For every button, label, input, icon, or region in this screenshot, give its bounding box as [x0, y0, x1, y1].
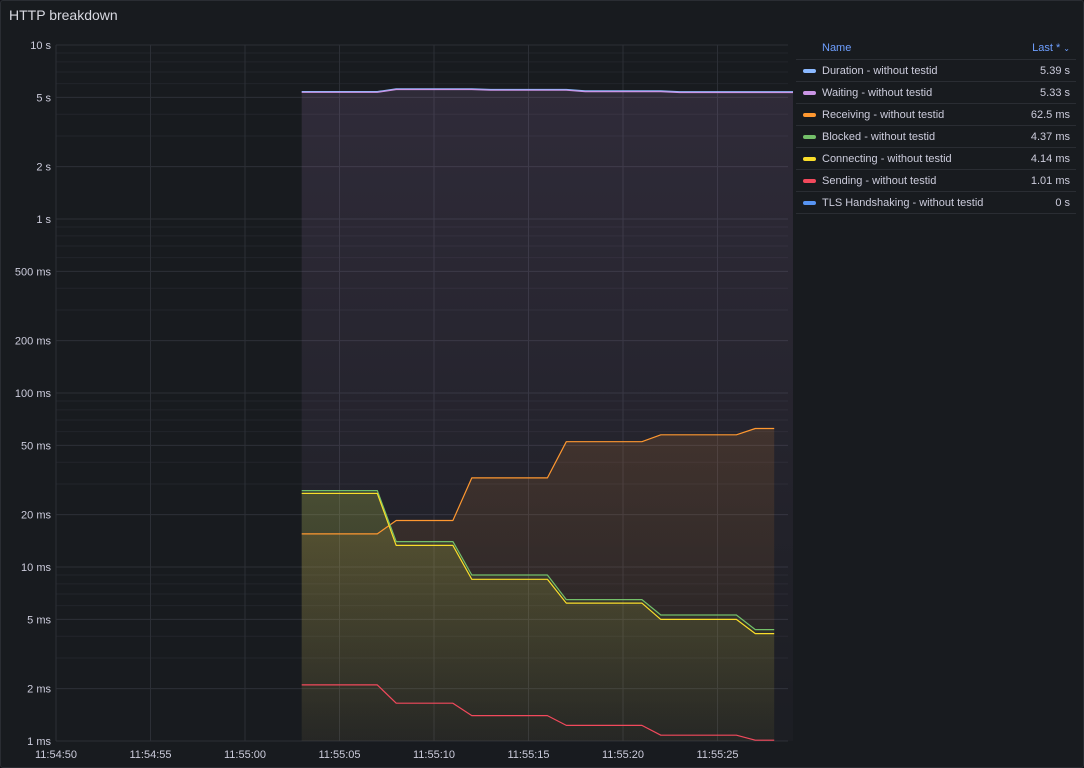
series-line: [301, 88, 793, 94]
y-tick-label: 500 ms: [15, 266, 52, 278]
legend-row[interactable]: Duration - without testid 5.39 s: [796, 60, 1076, 82]
y-tick-label: 100 ms: [15, 388, 52, 400]
x-tick-label: 11:55:00: [224, 749, 266, 761]
legend-row[interactable]: Receiving - without testid 62.5 ms: [796, 104, 1076, 126]
series-area-fill: [301, 493, 775, 741]
series-color-swatch[interactable]: [803, 134, 816, 139]
legend-series-last-value: 4.14 ms: [1030, 152, 1070, 165]
series-color-swatch[interactable]: [803, 90, 816, 95]
legend-row[interactable]: Waiting - without testid 5.33 s: [796, 82, 1076, 104]
y-tick-label: 50 ms: [21, 440, 51, 452]
legend-last-header[interactable]: Last * ⌄: [1032, 42, 1076, 54]
x-tick-label: 11:54:55: [129, 749, 171, 761]
series-color-swatch[interactable]: [803, 178, 816, 183]
legend-row[interactable]: Sending - without testid 1.01 ms: [796, 170, 1076, 192]
y-tick-label: 2 ms: [27, 684, 51, 696]
legend-name-header[interactable]: Name: [822, 42, 852, 54]
legend-series-name[interactable]: TLS Handshaking - without testid: [822, 196, 984, 209]
series-line: [301, 88, 793, 93]
y-tick-label: 5 ms: [27, 614, 51, 626]
x-tick-label: 11:55:15: [507, 749, 549, 761]
legend-series-last-value: 4.37 ms: [1030, 130, 1070, 143]
legend-series-last-value: 0 s: [1055, 196, 1070, 209]
y-tick-label: 1 ms: [27, 736, 51, 748]
y-tick-label: 2 s: [36, 162, 51, 174]
y-tick-label: 10 s: [30, 40, 51, 52]
legend-last-label: Last *: [1032, 42, 1061, 54]
y-tick-label: 1 s: [36, 214, 51, 226]
legend-series-name[interactable]: Sending - without testid: [822, 174, 937, 187]
legend-series-last-value: 1.01 ms: [1030, 174, 1070, 187]
series-color-swatch[interactable]: [803, 68, 816, 73]
legend-series-name[interactable]: Connecting - without testid: [822, 152, 952, 165]
series-color-swatch[interactable]: [803, 112, 816, 117]
series-color-swatch[interactable]: [803, 200, 816, 205]
legend-table: Name Last * ⌄ Duration - without testid 5…: [796, 37, 1076, 214]
series-line: [301, 490, 775, 631]
x-tick-label: 11:55:10: [413, 749, 455, 761]
legend-series-name[interactable]: Blocked - without testid: [822, 130, 936, 143]
chevron-down-icon: ⌄: [1063, 43, 1070, 53]
legend-series-last-value: 5.33 s: [1040, 86, 1070, 99]
legend-row[interactable]: Blocked - without testid 4.37 ms: [796, 126, 1076, 148]
legend-series-last-value: 62.5 ms: [1030, 108, 1070, 121]
x-tick-label: 11:54:50: [35, 749, 77, 761]
time-series-chart[interactable]: 10 s 5 s 2 s 1 s 500 ms 200 ms 100 ms 50 ms 20 m…: [1, 1, 793, 767]
series-line: [301, 427, 775, 535]
x-tick-label: 11:55:25: [696, 749, 738, 761]
legend-series-name[interactable]: Waiting - without testid: [822, 86, 933, 99]
legend-header: Name Last * ⌄: [796, 37, 1076, 60]
panel-title[interactable]: HTTP breakdown: [9, 7, 118, 23]
legend-series-name[interactable]: Duration - without testid: [822, 64, 938, 77]
series-color-swatch[interactable]: [803, 156, 816, 161]
y-tick-label: 200 ms: [15, 336, 52, 348]
x-tick-label: 11:55:05: [318, 749, 360, 761]
y-tick-label: 10 ms: [21, 562, 51, 574]
legend-row[interactable]: Connecting - without testid 4.14 ms: [796, 148, 1076, 170]
legend-row[interactable]: TLS Handshaking - without testid 0 s: [796, 192, 1076, 214]
x-tick-label: 11:55:20: [602, 749, 644, 761]
legend-series-last-value: 5.39 s: [1040, 64, 1070, 77]
legend-series-name[interactable]: Receiving - without testid: [822, 108, 945, 121]
series-line: [301, 492, 775, 635]
y-tick-label: 5 s: [36, 92, 51, 104]
series-line: [301, 684, 775, 741]
y-tick-label: 20 ms: [21, 510, 51, 522]
